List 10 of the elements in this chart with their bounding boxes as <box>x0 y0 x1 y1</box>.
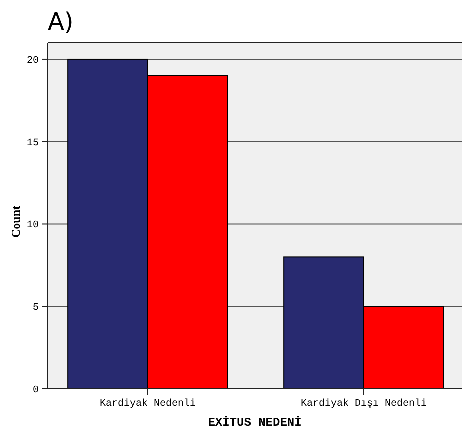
y-tick-label: 20 <box>26 56 39 67</box>
y-tick-label: 15 <box>26 138 39 150</box>
y-tick-label: 5 <box>32 303 39 314</box>
x-tick-label: Kardiyak Dışı Nedenli <box>300 398 428 410</box>
y-tick-label: 10 <box>26 220 39 232</box>
y-tick-label: 0 <box>32 386 39 396</box>
chart-title: A) <box>48 8 74 36</box>
y-axis-title: Count <box>9 206 23 238</box>
x-axis-title: EXİTUS NEDENİ <box>208 416 302 430</box>
x-tick-label: Kardiyak Nedenli <box>100 398 196 410</box>
